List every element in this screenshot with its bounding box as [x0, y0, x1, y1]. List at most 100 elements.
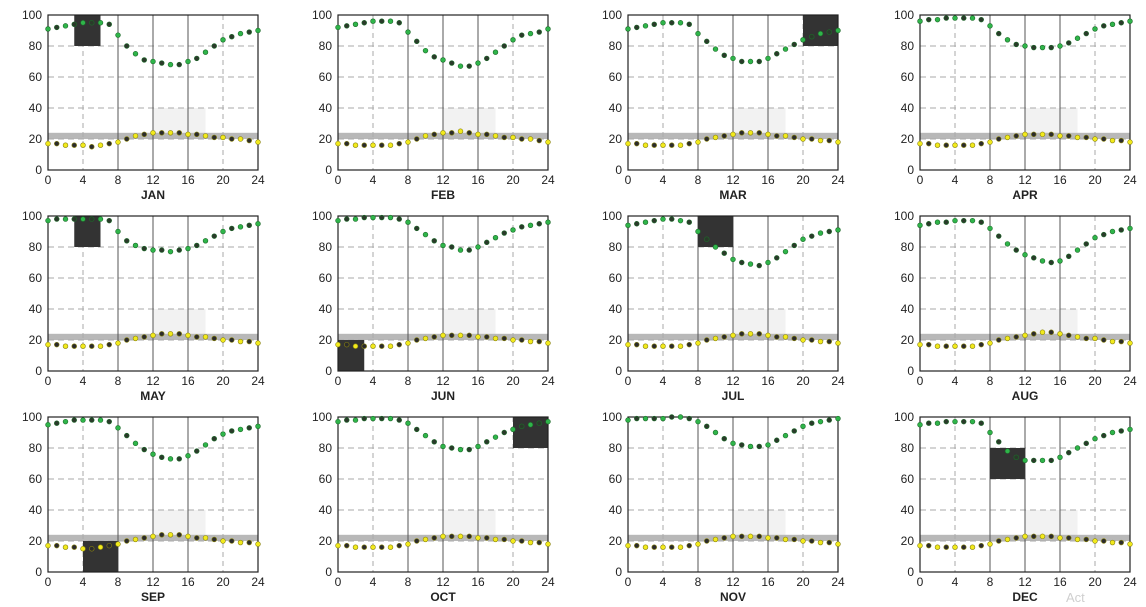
data-point-upper	[124, 238, 130, 244]
data-point-upper	[712, 244, 719, 250]
data-point-lower	[387, 343, 394, 349]
data-point-lower	[774, 535, 780, 541]
data-point-upper	[255, 27, 261, 34]
data-point-lower	[817, 338, 824, 345]
data-point-upper	[54, 216, 60, 222]
y-tick-label: 80	[609, 240, 623, 254]
data-point-upper	[817, 230, 824, 236]
x-tick-label: 24	[251, 173, 265, 187]
data-point-lower	[71, 142, 77, 148]
data-point-lower	[651, 343, 657, 349]
data-point-upper	[237, 30, 244, 37]
chart-panel-may: 0 20 40 60 80 100 0 4 8 12 16 20 24 MAY	[22, 209, 265, 403]
data-point-lower	[501, 134, 507, 141]
data-point-lower	[141, 334, 147, 340]
x-tick-label: 16	[471, 173, 485, 187]
data-point-lower	[352, 343, 359, 349]
data-point-upper	[536, 221, 542, 227]
x-tick-label: 16	[761, 374, 775, 388]
data-point-upper	[739, 58, 745, 65]
data-point-upper	[943, 219, 949, 225]
data-point-lower	[642, 142, 649, 148]
y-tick-label: 60	[609, 70, 623, 84]
data-point-lower	[510, 337, 516, 343]
data-point-lower	[800, 337, 806, 343]
x-tick-label: 0	[335, 575, 342, 589]
data-point-lower	[54, 341, 60, 348]
data-point-lower	[765, 131, 771, 138]
data-point-lower	[246, 137, 252, 144]
data-point-lower	[475, 131, 481, 138]
data-point-upper	[1083, 241, 1089, 247]
y-tick-label: 20	[319, 534, 333, 548]
y-tick-label: 0	[615, 565, 622, 579]
data-point-lower	[695, 139, 701, 145]
data-point-lower	[54, 140, 60, 147]
data-point-upper	[800, 423, 806, 429]
month-label: MAR	[719, 188, 747, 202]
data-point-upper	[510, 37, 516, 43]
y-tick-label: 20	[319, 333, 333, 347]
y-tick-label: 80	[319, 39, 333, 53]
data-point-lower	[527, 136, 534, 142]
data-point-upper	[519, 224, 525, 230]
chart-panel-aug: 0 20 40 60 80 100 0 4 8 12 16 20 24 AUG	[894, 209, 1137, 403]
y-tick-label: 40	[901, 302, 915, 316]
data-point-upper	[809, 233, 815, 239]
data-point-lower	[1066, 133, 1072, 139]
data-point-lower	[961, 142, 967, 148]
data-point-upper	[817, 30, 824, 37]
data-point-upper	[202, 238, 209, 244]
data-point-upper	[1031, 255, 1037, 261]
data-point-lower	[176, 130, 182, 136]
data-point-lower	[1022, 332, 1028, 339]
data-point-upper	[141, 446, 147, 453]
data-point-lower	[739, 130, 745, 136]
y-tick-label: 100	[602, 8, 622, 22]
x-tick-label: 8	[695, 173, 702, 187]
data-point-upper	[370, 18, 376, 24]
data-point-upper	[934, 219, 941, 225]
data-point-upper	[961, 418, 967, 425]
data-point-upper	[791, 428, 797, 434]
data-point-lower	[45, 140, 51, 147]
data-point-upper	[45, 422, 51, 428]
data-point-lower	[501, 335, 507, 342]
data-point-upper	[625, 417, 631, 423]
data-point-lower	[952, 142, 958, 148]
data-point-lower	[739, 533, 745, 540]
data-point-upper	[987, 429, 993, 436]
data-point-lower	[414, 136, 420, 142]
data-point-upper	[1013, 247, 1019, 253]
data-point-lower	[634, 140, 640, 147]
data-point-upper	[1031, 457, 1037, 464]
dark-block	[698, 216, 733, 247]
y-tick-label: 100	[22, 8, 42, 22]
x-tick-label: 12	[436, 575, 450, 589]
data-point-upper	[54, 24, 60, 31]
x-tick-label: 12	[436, 374, 450, 388]
data-point-lower	[89, 343, 95, 349]
data-point-upper	[176, 247, 182, 253]
data-point-upper	[89, 417, 95, 423]
data-point-lower	[1118, 338, 1124, 345]
x-tick-label: 4	[80, 374, 87, 388]
x-tick-label: 16	[1053, 374, 1067, 388]
data-point-upper	[71, 216, 77, 222]
data-point-lower	[721, 334, 727, 340]
data-point-upper	[730, 256, 736, 263]
data-point-lower	[1031, 331, 1037, 337]
data-point-upper	[370, 214, 376, 221]
data-point-lower	[80, 343, 86, 349]
data-point-upper	[826, 29, 832, 35]
data-point-lower	[782, 133, 789, 139]
data-point-lower	[519, 538, 525, 544]
data-point-upper	[405, 219, 411, 225]
data-point-lower	[926, 140, 932, 147]
data-point-upper	[484, 55, 490, 62]
y-tick-label: 0	[35, 163, 42, 177]
data-point-upper	[1101, 432, 1107, 439]
data-point-upper	[185, 245, 191, 252]
data-point-upper	[782, 248, 789, 255]
data-point-lower	[115, 541, 121, 547]
